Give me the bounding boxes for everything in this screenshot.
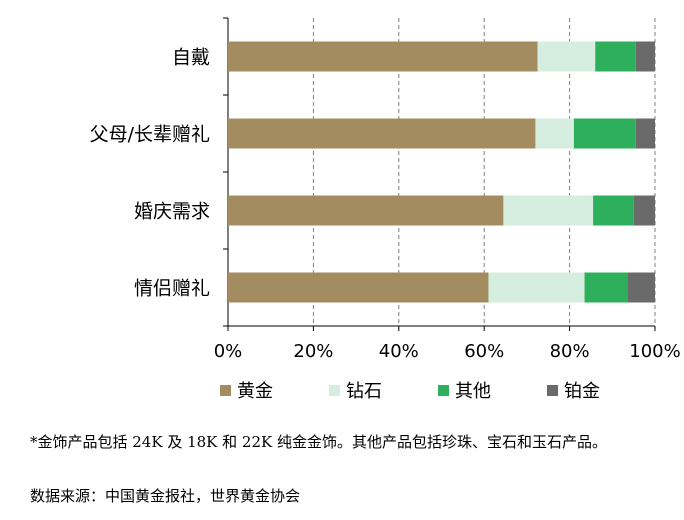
category-label: 自戴: [172, 47, 210, 69]
bar-segment: [488, 272, 585, 303]
legend-swatch-other: [438, 384, 449, 396]
chart-legend: 黄金 钻石 其他 铂金: [220, 378, 660, 402]
bar-segment: [633, 195, 655, 226]
x-tick-label: 60%: [464, 341, 504, 362]
x-tick-label: 40%: [379, 341, 419, 362]
bar-segment: [595, 41, 636, 72]
bar-segment: [228, 41, 538, 72]
bar-segment: [584, 272, 628, 303]
x-tick-label: 0%: [214, 341, 243, 362]
legend-label-diamond: 钻石: [346, 381, 382, 402]
x-tick-label: 20%: [293, 341, 333, 362]
x-tick-label: 80%: [550, 341, 590, 362]
category-label: 父母/长辈赠礼: [90, 124, 210, 146]
legend-item-gold: 黄金: [220, 377, 273, 403]
legend-item-platinum: 铂金: [547, 377, 600, 403]
legend-item-other: 其他: [438, 377, 491, 403]
legend-swatch-diamond: [329, 384, 340, 396]
x-tick-label: 100%: [629, 341, 680, 362]
legend-label-gold: 黄金: [237, 381, 273, 402]
bar-segment: [593, 195, 634, 226]
data-source: 数据来源：中国黄金报社，世界黄金协会: [30, 487, 301, 505]
legend-swatch-platinum: [547, 384, 558, 396]
bar-segment: [503, 195, 594, 226]
legend-label-other: 其他: [455, 381, 491, 402]
legend-swatch-gold: [220, 384, 231, 396]
bar-segment: [228, 195, 504, 226]
bar-segment: [627, 272, 655, 303]
bar-segment: [228, 272, 489, 303]
category-label: 婚庆需求: [134, 201, 210, 223]
bar-segment: [635, 41, 655, 72]
category-label: 情侣赠礼: [134, 278, 210, 300]
legend-item-diamond: 钻石: [329, 377, 382, 403]
bar-segment: [537, 41, 596, 72]
bar-segment: [635, 118, 655, 149]
legend-label-platinum: 铂金: [564, 381, 600, 402]
bar-segment: [535, 118, 574, 149]
bar-segment: [573, 118, 636, 149]
footnote: *金饰产品包括 24K 及 18K 和 22K 纯金金饰。其他产品包括珍珠、宝石…: [30, 433, 607, 451]
bar-segment: [228, 118, 536, 149]
